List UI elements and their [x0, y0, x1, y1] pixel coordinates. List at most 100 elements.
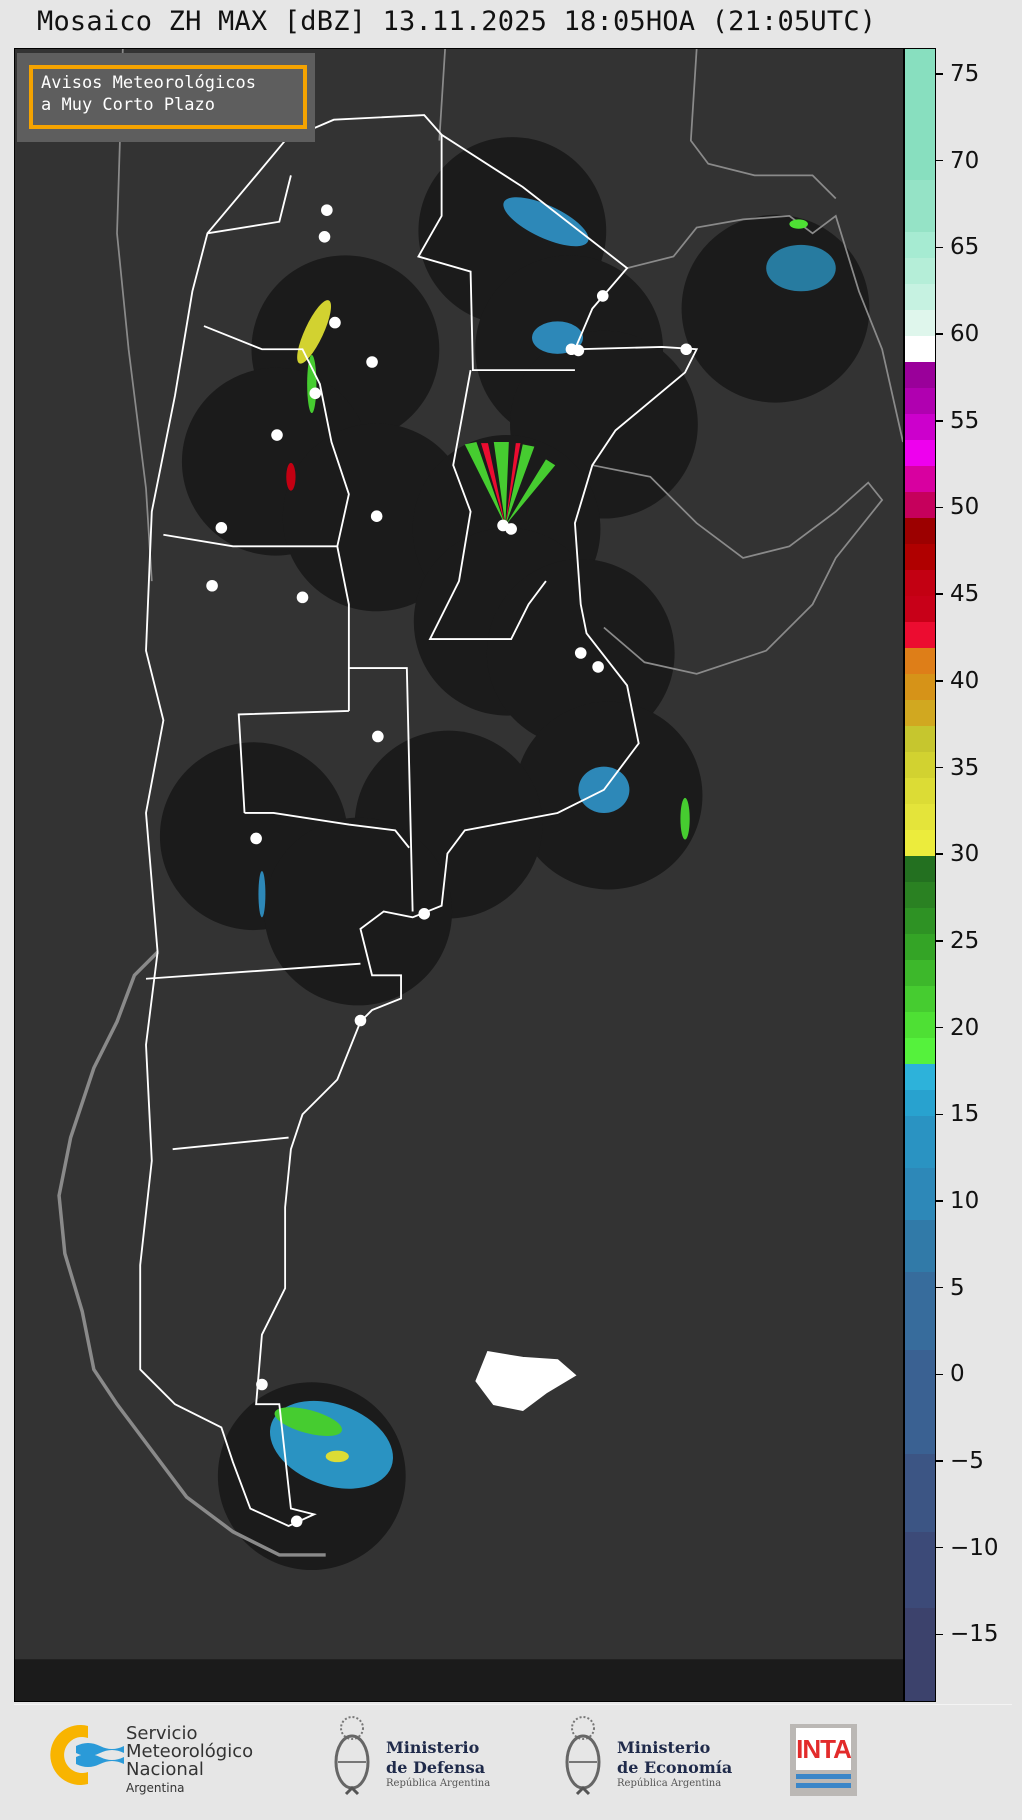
colorbar-band [905, 803, 935, 830]
echo-spokes [481, 443, 521, 526]
colorbar-tick-label: 70 [950, 147, 980, 174]
colorbar-band [905, 309, 935, 336]
colorbar-band [905, 1349, 935, 1454]
legend-label: Avisos Meteorológicos a Muy Corto Plazo [29, 65, 307, 129]
colorbar-tick [936, 593, 943, 595]
islas-malvinas [475, 1351, 577, 1412]
colorbar-tick-label: 15 [950, 1101, 980, 1128]
colorbar-band [905, 1219, 935, 1272]
colorbar-tick-label: 20 [950, 1014, 980, 1041]
colorbar-tick-label: 30 [950, 841, 980, 868]
colorbar-band [905, 1115, 935, 1168]
province-borders [145, 134, 575, 1151]
colorbar-band [905, 881, 935, 908]
colorbar-band [905, 1607, 935, 1701]
colorbar-tick [936, 420, 943, 422]
neighbor-border-line [592, 464, 884, 675]
map-title: Mosaico ZH MAX [dBZ] 13.11.2025 18:05HOA… [37, 6, 877, 37]
colorbar-band [905, 1089, 935, 1116]
defensa-line-3: República Argentina [386, 1778, 491, 1789]
colorbar-tick-label: 40 [950, 667, 980, 694]
national-border [139, 114, 699, 1527]
colorbar-tick [936, 159, 943, 162]
colorbar-band [905, 829, 935, 856]
colorbar-band [905, 361, 935, 388]
colorbar-band [905, 335, 935, 362]
colorbar-tick [936, 1546, 943, 1549]
colorbar-band [905, 1037, 935, 1064]
colorbar-band [905, 569, 935, 596]
radar-station-dot [250, 832, 262, 845]
radar-station-dot [366, 356, 378, 368]
radar-coverage-areas [159, 137, 870, 1570]
colorbar-tick-label: 5 [950, 1274, 965, 1301]
colorbar-band [905, 985, 935, 1012]
radar-mosaic-map [14, 48, 904, 1702]
radar-station-dot [370, 510, 383, 522]
colorbar-tick-label: 0 [950, 1361, 965, 1388]
echo-cell [789, 219, 808, 229]
colorbar-tick-label: 50 [950, 494, 980, 521]
map-bottom-band [15, 1659, 903, 1701]
colorbar-tick [936, 1200, 943, 1202]
colorbar-band [905, 647, 935, 674]
radar-station-dot [505, 523, 517, 535]
colorbar-band [905, 283, 935, 310]
colorbar-tick [936, 73, 943, 75]
coat-of-arms-icon [334, 1716, 370, 1796]
radar-station-dot [592, 661, 604, 673]
radar-station-dot [329, 316, 341, 329]
chile-coastline [57, 950, 326, 1557]
colorbar-tick [936, 1460, 943, 1462]
colorbar-tick-label: 65 [950, 234, 980, 261]
ministerio-economia-logo: Ministerio de Economía República Argenti… [617, 1738, 732, 1789]
legend-line-1: Avisos Meteorológicos [41, 73, 256, 93]
colorbar-band [905, 1011, 935, 1038]
economia-line-3: República Argentina [617, 1778, 722, 1789]
radar-stations [206, 204, 693, 1528]
colorbar-band [905, 257, 935, 284]
colorbar-band [905, 413, 935, 440]
colorbar-tick [936, 333, 943, 335]
radar-coverage-circle [681, 214, 870, 403]
radar-station-dot [309, 387, 322, 400]
neighbor-border-line [689, 49, 837, 200]
radar-station-dot [256, 1378, 268, 1391]
argentina-borders [139, 114, 699, 1527]
inta-stripe [796, 1774, 851, 1779]
colorbar-band [905, 491, 935, 518]
colorbar-band [905, 517, 935, 544]
colorbar-tick-label: 60 [950, 321, 980, 348]
radar-station-dot [321, 204, 333, 216]
economia-line-2: de Economía [617, 1758, 733, 1777]
radar-station-dot [418, 908, 431, 920]
colorbar-band [905, 855, 935, 882]
colorbar-band [905, 673, 935, 700]
colorbar-tick-label: 45 [950, 581, 980, 608]
colorbar-band [905, 777, 935, 804]
echo-cell [297, 300, 332, 364]
colorbar-tick [936, 940, 943, 942]
colorbar-band [905, 439, 935, 466]
radar-station-dot [354, 1014, 367, 1027]
colorbar-band [905, 1271, 935, 1350]
radar-station-dot [596, 290, 609, 302]
radar-station-dot [572, 344, 585, 357]
colorbar-tick [936, 680, 943, 682]
echo-cell [274, 1407, 343, 1436]
inta-stripe [796, 1783, 851, 1788]
colorbar-band [905, 907, 935, 934]
radar-station-dot [206, 579, 218, 592]
colorbar-band [905, 543, 935, 570]
colorbar-band [905, 725, 935, 752]
colorbar-tick [936, 1026, 943, 1029]
legend-line-2: a Muy Corto Plazo [41, 95, 215, 115]
smn-logo-icon [50, 1725, 124, 1785]
echo-cell [307, 355, 317, 414]
colorbar-band [905, 959, 935, 986]
dbz-colorbar [904, 48, 936, 1702]
colorbar-tick-label: −5 [950, 1448, 984, 1474]
radar-station-dot [318, 231, 331, 243]
colorbar-tick [936, 766, 943, 769]
radar-station-dot [215, 521, 228, 534]
